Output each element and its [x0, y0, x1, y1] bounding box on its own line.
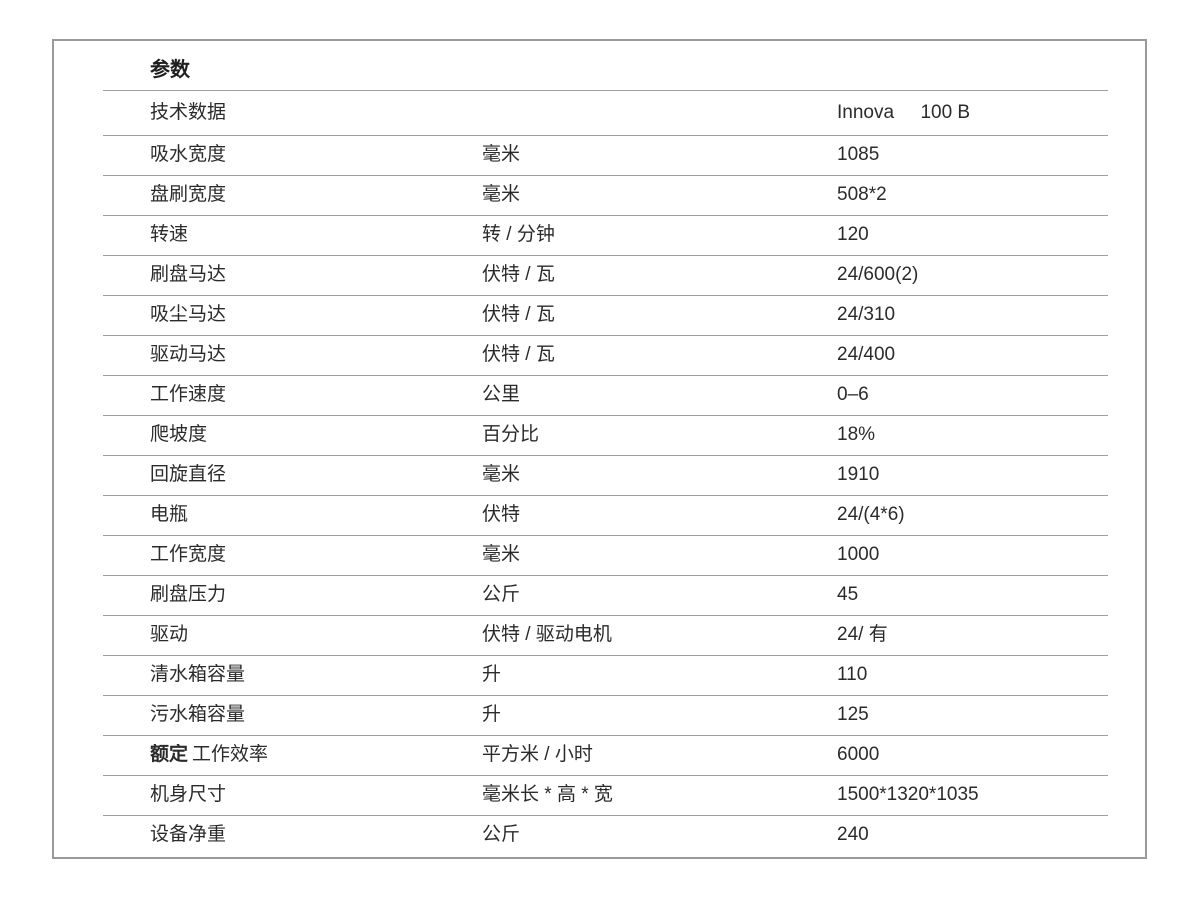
row-label-text: 工作宽度	[150, 544, 227, 566]
page-title: 参数	[150, 59, 190, 81]
table-row: 工作速度 公里 0–6	[103, 375, 1108, 415]
row-label-text: 污水箱容量	[150, 704, 246, 726]
row-label-text: 吸水宽度	[150, 144, 227, 166]
table-row: 设备净重 公斤 240	[103, 815, 1108, 855]
row-label-text: 吸尘马达	[150, 304, 227, 326]
table-row: 刷盘压力 公斤 45	[103, 575, 1108, 615]
row-label-text: 刷盘马达	[150, 264, 227, 286]
row-label-text: 技术数据	[150, 101, 227, 123]
row-label-text: 工作速度	[150, 384, 227, 406]
table-row: 盘刷宽度 毫米 508*2	[103, 175, 1108, 215]
row-label: 技术数据	[150, 102, 482, 125]
row-value: 1000	[837, 544, 880, 566]
row-unit: 公斤	[482, 824, 521, 846]
row-label-text: 工作效率	[192, 744, 269, 766]
table-row: 驱动 伏特 / 驱动电机 24/ 有	[103, 615, 1108, 655]
row-unit: 平方米 / 小时	[482, 744, 593, 766]
row-unit: 伏特 / 驱动电机	[482, 624, 612, 646]
row-label: 机身尺寸	[150, 784, 482, 807]
row-label: 额定 工作效率	[150, 744, 482, 767]
table-row: 转速 转 / 分钟 120	[103, 215, 1108, 255]
row-value: 120	[837, 224, 869, 246]
row-label: 污水箱容量	[150, 704, 482, 727]
table-row: 吸尘马达 伏特 / 瓦 24/310	[103, 295, 1108, 335]
row-label-text: 设备净重	[150, 824, 227, 846]
row-unit: 伏特 / 瓦	[482, 344, 555, 366]
row-label-strong: 额定	[150, 744, 189, 766]
table-row: 机身尺寸 毫米长 * 高 * 宽 1500*1320*1035	[103, 775, 1108, 815]
row-value: 125	[837, 704, 869, 726]
row-value: 18%	[837, 424, 876, 446]
row-unit: 升	[482, 704, 502, 726]
row-value: 0–6	[837, 384, 869, 406]
row-label: 盘刷宽度	[150, 184, 482, 207]
row-unit: 伏特	[482, 504, 521, 526]
row-label-text: 机身尺寸	[150, 784, 227, 806]
row-label: 清水箱容量	[150, 664, 482, 687]
table-row: 刷盘马达 伏特 / 瓦 24/600(2)	[103, 255, 1108, 295]
row-label: 驱动马达	[150, 344, 482, 367]
row-label-text: 驱动马达	[150, 344, 227, 366]
row-unit: 伏特 / 瓦	[482, 304, 555, 326]
row-label-text: 盘刷宽度	[150, 184, 227, 206]
table-row: 额定 工作效率 平方米 / 小时 6000	[103, 735, 1108, 775]
row-unit: 毫米	[482, 144, 521, 166]
row-label: 电瓶	[150, 504, 482, 527]
row-label: 吸水宽度	[150, 144, 482, 167]
row-value: 24/(4*6)	[837, 504, 905, 526]
row-label: 吸尘马达	[150, 304, 482, 327]
row-label-text: 爬坡度	[150, 424, 208, 446]
row-value: 1500*1320*1035	[837, 784, 979, 806]
row-unit: 升	[482, 664, 502, 686]
row-label-text: 回旋直径	[150, 464, 227, 486]
row-unit: 公里	[482, 384, 521, 406]
table-row: 吸水宽度 毫米 1085	[103, 135, 1108, 175]
table-row: 污水箱容量 升 125	[103, 695, 1108, 735]
row-unit: 毫米	[482, 464, 521, 486]
row-value: 24/310	[837, 304, 896, 326]
row-value: 24/400	[837, 344, 896, 366]
row-label: 刷盘马达	[150, 264, 482, 287]
row-unit: 毫米	[482, 184, 521, 206]
row-label: 刷盘压力	[150, 584, 482, 607]
row-label: 驱动	[150, 624, 482, 647]
table-row: 工作宽度 毫米 1000	[103, 535, 1108, 575]
spec-table: 技术数据 Innova 100 B 吸水宽度 毫米 1085 盘刷宽度 毫米 5…	[103, 90, 1108, 855]
row-unit: 毫米长 * 高 * 宽	[482, 784, 613, 806]
row-label-text: 刷盘压力	[150, 584, 227, 606]
row-value: 1085	[837, 144, 880, 166]
row-label: 设备净重	[150, 824, 482, 847]
row-value: 508*2	[837, 184, 887, 206]
row-label: 转速	[150, 224, 482, 247]
row-value: 240	[837, 824, 869, 846]
content-frame: 参数 技术数据 Innova 100 B 吸水宽度 毫米 1085 盘刷宽度 毫…	[52, 39, 1147, 859]
table-row: 电瓶 伏特 24/(4*6)	[103, 495, 1108, 535]
row-label: 回旋直径	[150, 464, 482, 487]
row-value: 6000	[837, 744, 880, 766]
row-value: 24/600(2)	[837, 264, 919, 286]
row-value: 24/ 有	[837, 624, 888, 646]
row-label-text: 电瓶	[150, 504, 189, 526]
table-row: 回旋直径 毫米 1910	[103, 455, 1108, 495]
row-label-text: 驱动	[150, 624, 189, 646]
row-label-text: 转速	[150, 224, 189, 246]
row-unit: 伏特 / 瓦	[482, 264, 555, 286]
table-row: 爬坡度 百分比 18%	[103, 415, 1108, 455]
table-row: 驱动马达 伏特 / 瓦 24/400	[103, 335, 1108, 375]
row-unit: 公斤	[482, 584, 521, 606]
row-value: Innova 100 B	[837, 101, 971, 123]
table-row: 清水箱容量 升 110	[103, 655, 1108, 695]
row-value: 1910	[837, 464, 880, 486]
row-unit: 百分比	[482, 424, 540, 446]
row-unit: 毫米	[482, 544, 521, 566]
row-label: 工作速度	[150, 384, 482, 407]
row-label: 爬坡度	[150, 424, 482, 447]
row-unit: 转 / 分钟	[482, 224, 555, 246]
row-value: 110	[837, 664, 868, 686]
table-row: 技术数据 Innova 100 B	[103, 90, 1108, 135]
row-label-text: 清水箱容量	[150, 664, 246, 686]
row-value: 45	[837, 584, 859, 606]
row-label: 工作宽度	[150, 544, 482, 567]
